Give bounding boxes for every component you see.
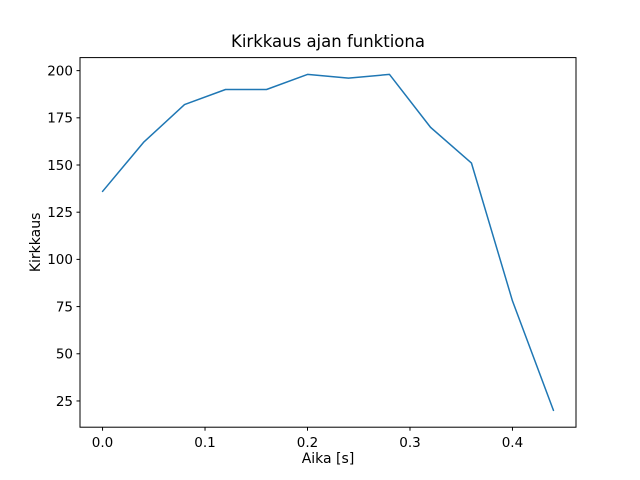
y-tick-label: 200	[47, 63, 73, 79]
y-tick-label: 75	[56, 299, 73, 315]
plot-layer: 0.0 0.1 0.2 0.3 0.4 25 50 75 100 125 150 175 200	[47, 63, 555, 451]
data-line-series	[101, 73, 555, 412]
x-tick-label: 0.4	[502, 435, 523, 451]
axes-spines	[79, 57, 577, 428]
axes-background	[80, 57, 576, 428]
x-axis-label: Aika [s]	[302, 451, 355, 467]
y-axis-label: Kirkkaus	[28, 213, 44, 273]
y-tick-label: 25	[56, 394, 73, 410]
y-tick-label: 175	[47, 111, 73, 127]
x-tick-label: 0.1	[194, 435, 215, 451]
y-tick-label: 125	[47, 205, 73, 221]
x-tick-label: 0.2	[297, 435, 318, 451]
y-tick-label: 150	[47, 158, 73, 174]
x-tick-label: 0.0	[92, 435, 113, 451]
x-tick-label: 0.3	[399, 435, 420, 451]
chart-title: Kirkkaus ajan funktiona	[231, 32, 425, 51]
y-tick-label: 50	[56, 347, 73, 363]
y-tick-label: 100	[47, 252, 73, 268]
